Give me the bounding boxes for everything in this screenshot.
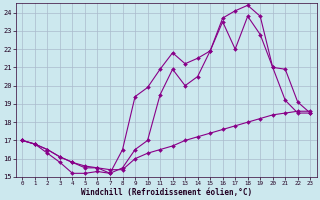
X-axis label: Windchill (Refroidissement éolien,°C): Windchill (Refroidissement éolien,°C) (81, 188, 252, 197)
